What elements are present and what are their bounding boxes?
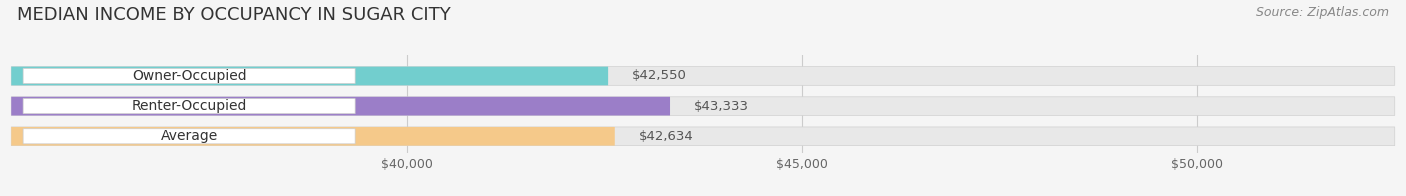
FancyBboxPatch shape xyxy=(11,97,671,115)
FancyBboxPatch shape xyxy=(11,127,1395,146)
Text: MEDIAN INCOME BY OCCUPANCY IN SUGAR CITY: MEDIAN INCOME BY OCCUPANCY IN SUGAR CITY xyxy=(17,6,450,24)
FancyBboxPatch shape xyxy=(11,127,614,146)
FancyBboxPatch shape xyxy=(11,67,609,85)
Text: $43,333: $43,333 xyxy=(693,100,749,113)
Text: $42,550: $42,550 xyxy=(631,70,686,83)
Text: $42,634: $42,634 xyxy=(638,130,693,143)
FancyBboxPatch shape xyxy=(22,99,356,114)
FancyBboxPatch shape xyxy=(22,68,356,83)
FancyBboxPatch shape xyxy=(22,129,356,144)
Text: Source: ZipAtlas.com: Source: ZipAtlas.com xyxy=(1256,6,1389,19)
Text: Renter-Occupied: Renter-Occupied xyxy=(131,99,247,113)
FancyBboxPatch shape xyxy=(11,67,1395,85)
Text: Average: Average xyxy=(160,129,218,143)
FancyBboxPatch shape xyxy=(11,97,1395,115)
Text: Owner-Occupied: Owner-Occupied xyxy=(132,69,246,83)
